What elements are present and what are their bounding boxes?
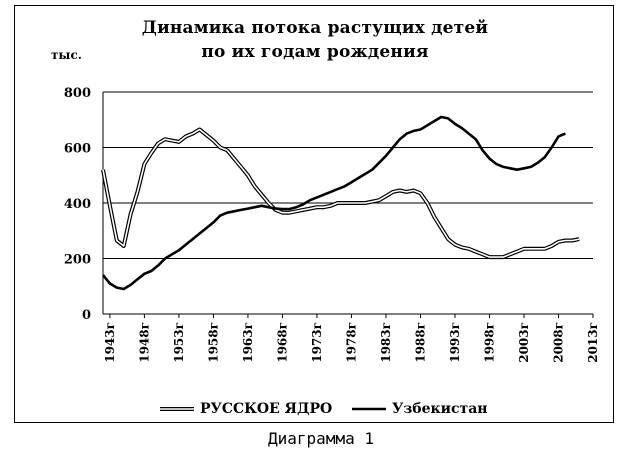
y-tick-label-0: 0 [82,308,91,323]
y-tick-label-600: 600 [64,142,91,157]
x-tick-label-1968: 1968г [275,322,289,363]
series-line-1 [101,115,566,291]
y-axis-unit-label: тыс. [51,48,82,62]
legend-swatch-solid-line [352,407,386,411]
x-tick-label-1993: 1993г [448,322,462,363]
x-tick-label-2008: 2008г [551,322,565,363]
y-tick-label-400: 400 [64,197,91,212]
x-tick-label-1943: 1943г [103,322,117,363]
y-tick-label-200: 200 [64,253,91,268]
legend-item-russkoe-yadro: РУССКОЕ ЯДРО [160,401,332,417]
x-tick-label-1978: 1978г [344,322,358,363]
chart-plot: 0 200 400 600 800 1943г 1948г 1953г 1958г 1963г 19… [64,86,600,363]
x-tick-label-1983: 1983г [379,322,393,363]
x-tick-label-1948: 1948г [137,322,151,363]
x-tick-label-1953: 1953г [172,322,186,363]
chart-title-line-1: Динамика потока растущих детей [141,18,489,38]
legend-item-uzbekistan: Узбекистан [352,401,488,417]
x-tick-label-1973: 1973г [310,322,324,363]
x-tick-label-1963: 1963г [241,322,255,363]
figure-caption: Диаграмма 1 [268,429,374,448]
x-tick-label-1988: 1988г [413,322,427,363]
chart-frame: Динамика потока растущих детей по их год… [14,5,614,423]
y-tick-label-800: 800 [64,86,91,101]
x-tick-label-1958: 1958г [206,322,220,363]
legend-label-uzbekistan: Узбекистан [392,401,488,417]
legend-swatch-double-line [160,407,194,411]
legend-label-russkoe-yadro: РУССКОЕ ЯДРО [200,401,333,417]
x-tick-label-1998: 1998г [482,322,496,363]
chart-title-line-2: по их годам рождения [201,42,429,62]
series-line-inner-0 [102,128,580,258]
x-tick-label-2003: 2003г [517,322,531,363]
series-line-outer-0 [101,127,580,260]
x-tick-label-2013: 2013г [586,322,600,363]
